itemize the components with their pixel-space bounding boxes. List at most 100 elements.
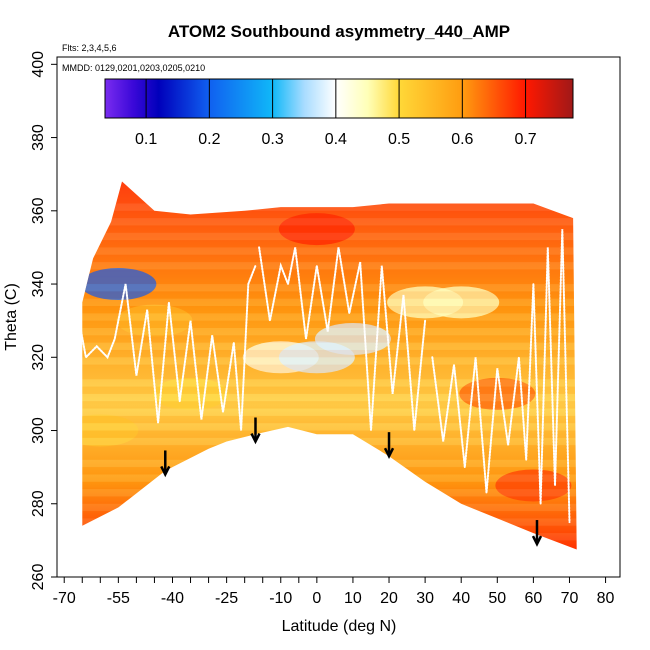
field-band [82, 210, 577, 219]
field-band [82, 357, 577, 365]
field-band [82, 415, 577, 424]
field-band [82, 423, 577, 431]
x-axis: -70 -55 -40 -25 -10 0 10 20 30 40 50 60 70 80 [53, 577, 615, 607]
profile-arrows [160, 417, 543, 547]
flight-track-track-west [74, 264, 257, 431]
x-tick-label: 40 [452, 590, 470, 607]
y-tick-label: 380 [30, 124, 47, 151]
field-band [82, 481, 577, 490]
field-band [82, 467, 577, 475]
field-sample [495, 469, 572, 502]
field-band [82, 452, 577, 460]
y-axis-label: Theta (C) [3, 283, 20, 351]
field-band [82, 393, 577, 402]
x-tick-label: 60 [524, 590, 542, 607]
field-band [82, 218, 577, 226]
y-tick-label: 360 [30, 197, 47, 224]
field-band [82, 437, 577, 446]
field-band [82, 225, 577, 233]
field-band [82, 401, 577, 409]
flight-track-track-east [431, 229, 571, 524]
field-band [82, 327, 577, 336]
field-band [82, 496, 577, 504]
arrow-head [383, 447, 395, 459]
field-band [82, 342, 577, 350]
field-band [82, 518, 577, 526]
field-band [82, 298, 577, 307]
x-tick-label: 70 [561, 590, 579, 607]
x-tick-label: -25 [215, 590, 238, 607]
field-band [82, 247, 577, 255]
field-band [82, 511, 577, 519]
field-band [82, 203, 577, 211]
colorbar: 0.1 0.2 0.3 0.4 0.5 0.6 0.7 [104, 78, 574, 148]
field-band [82, 474, 577, 482]
arrow-head [531, 535, 543, 547]
field-sample [314, 322, 391, 355]
field-band [82, 284, 577, 292]
field-band [82, 335, 577, 343]
plot-frame [56, 56, 621, 578]
arrow-head [160, 465, 171, 478]
colorbar-tick-label: 0.1 [135, 131, 157, 148]
field-band [82, 254, 577, 263]
field-band [82, 232, 577, 241]
field-band [82, 306, 577, 314]
colorbar-tick-label: 0.7 [514, 131, 536, 148]
field-band [82, 408, 577, 416]
field-sample [82, 268, 157, 301]
field-band [82, 379, 577, 387]
field-band [82, 181, 577, 182]
field-band [82, 445, 577, 453]
field-sample [278, 213, 355, 246]
field-band [82, 269, 577, 277]
field-band [82, 188, 577, 197]
x-tick-label: 80 [597, 590, 615, 607]
field-band [82, 240, 577, 248]
field-band [82, 262, 577, 270]
colorbar-tick-label: 0.3 [261, 131, 283, 148]
colorbar-tick-label: 0.5 [388, 131, 410, 148]
flight-tracks [74, 229, 571, 524]
y-tick-label: 280 [30, 490, 47, 517]
field-band [82, 489, 577, 497]
field-band [82, 196, 577, 204]
y-tick-label: 320 [30, 344, 47, 371]
x-tick-label: 0 [312, 590, 321, 607]
y-tick-label: 300 [30, 417, 47, 444]
x-tick-label: -40 [161, 590, 184, 607]
colorbar-tick-label: 0.4 [325, 131, 347, 148]
field-band [82, 276, 577, 285]
field-sample [152, 377, 229, 410]
field-band [82, 181, 577, 189]
y-tick-label: 260 [30, 564, 47, 591]
field-band [82, 364, 577, 372]
field-band [82, 459, 577, 468]
x-axis-label: Latitude (deg N) [282, 618, 397, 635]
colorbar-bar [104, 78, 574, 119]
field-band [82, 349, 577, 358]
x-tick-label: 50 [488, 590, 506, 607]
y-tick-label: 400 [30, 51, 47, 78]
y-axis: 260 280 300 320 340 360 380 400 [30, 51, 57, 590]
field-sample [82, 414, 139, 447]
flight-track-track-central [258, 246, 427, 431]
flights-subtitle: Flts: 2,3,4,5,6 [62, 43, 117, 53]
field-sample [423, 286, 500, 319]
x-tick-label: 30 [416, 590, 434, 607]
y-tick-label: 340 [30, 271, 47, 298]
colorbar-tick-label: 0.6 [451, 131, 473, 148]
x-tick-label: 10 [344, 590, 362, 607]
field-band [82, 503, 577, 512]
field-band [82, 371, 577, 380]
arrow-head [250, 432, 261, 445]
x-tick-label: -55 [107, 590, 130, 607]
field-band [82, 430, 577, 438]
field-band [82, 547, 577, 550]
chart-title: ATOM2 Southbound asymmetry_440_AMP [168, 22, 510, 41]
field-band [82, 386, 577, 394]
field-band [82, 525, 577, 534]
x-tick-label: -70 [53, 590, 76, 607]
field-sample [116, 304, 193, 337]
